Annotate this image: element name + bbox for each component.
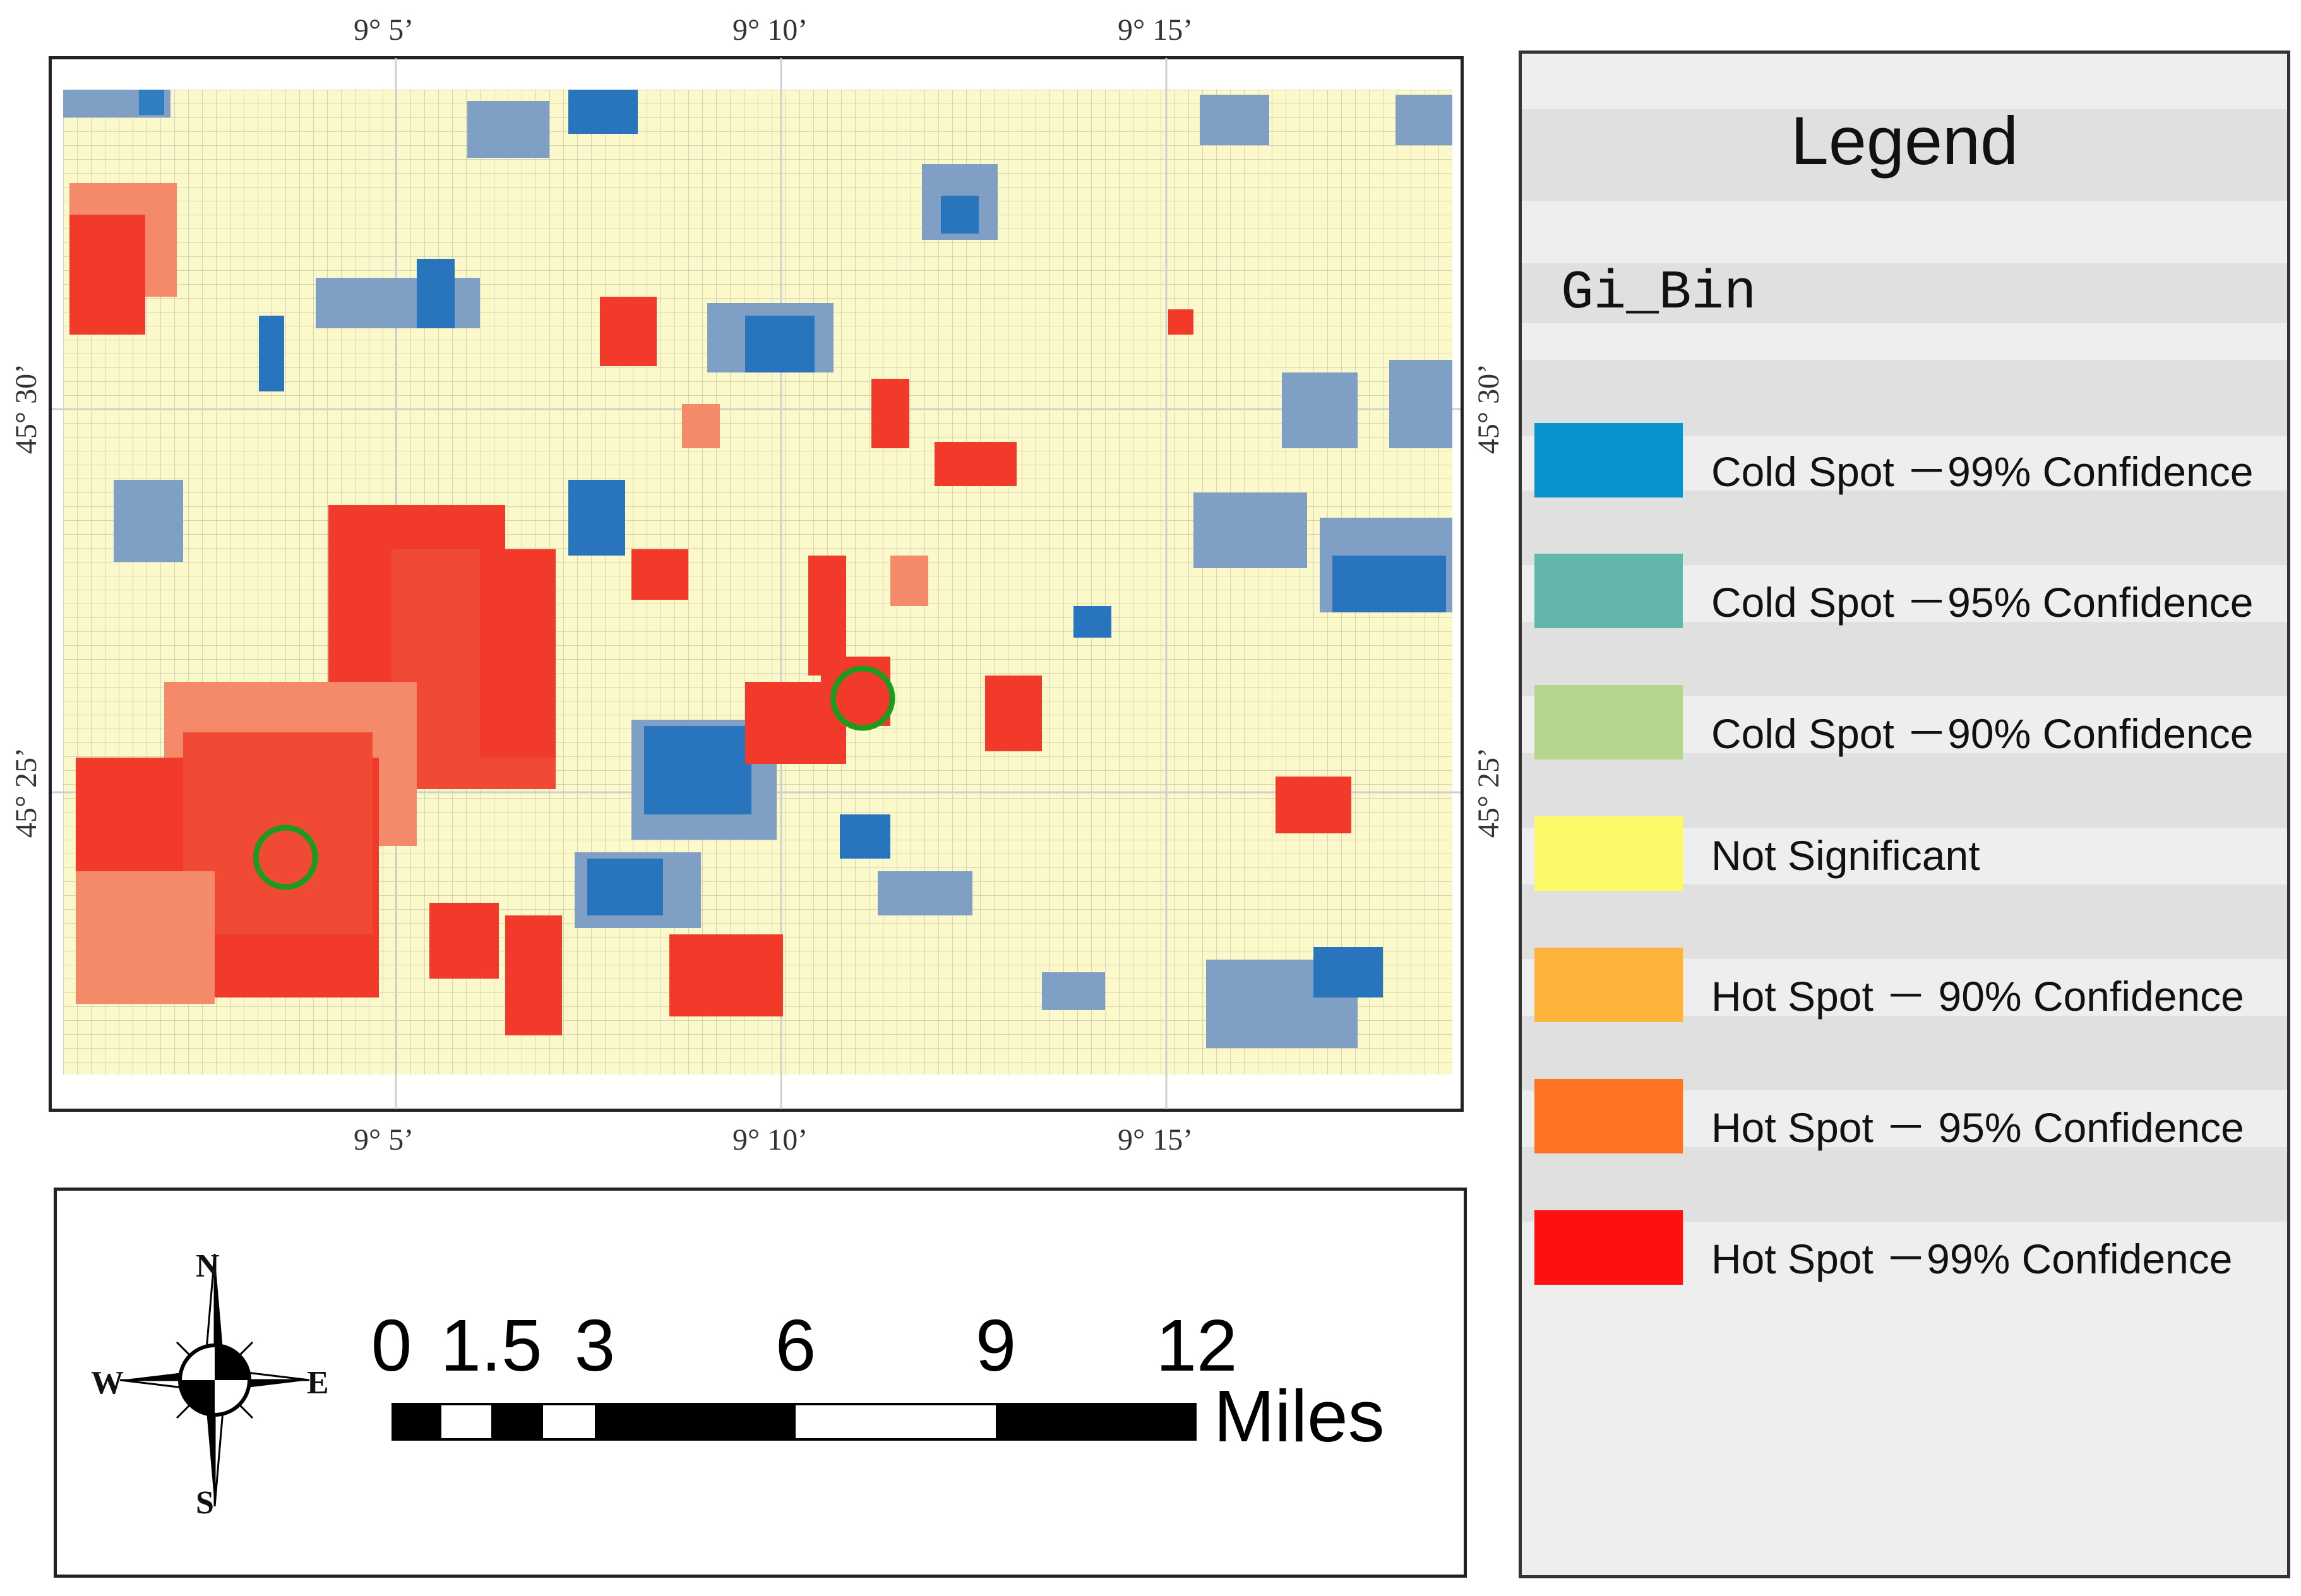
marker-circle-southwest[interactable] xyxy=(253,825,318,890)
top-tick-2: 9° 10’ xyxy=(732,13,808,47)
legend-swatch-not-significant xyxy=(1534,816,1683,891)
legend-band-3 xyxy=(1522,622,2287,696)
scale-unit: Miles xyxy=(1214,1375,1385,1457)
legend-swatch-cold-95 xyxy=(1534,554,1683,628)
legend-label-cold-95: Cold Spot －95% Confidence xyxy=(1711,579,2254,626)
legend-swatch-hot-95 xyxy=(1534,1079,1683,1153)
legend-swatch-hot-99 xyxy=(1534,1210,1683,1285)
legend-label-cold-99: Cold Spot －99% Confidence xyxy=(1711,448,2254,495)
scale-segment-3 xyxy=(491,1403,543,1441)
bottom-tick-2: 9° 10’ xyxy=(732,1123,808,1157)
legend-item-cold-90[interactable]: Cold Spot －90% Confidence xyxy=(1534,685,2280,761)
legend-field-name: Gi_Bin xyxy=(1561,262,1757,324)
right-tick-1: 45° 30’ xyxy=(1472,363,1506,455)
right-tick-2: 45° 25’ xyxy=(1472,747,1506,838)
legend-item-hot-90[interactable]: Hot Spot － 90% Confidence xyxy=(1534,948,2280,1023)
scale-segment-5 xyxy=(595,1403,796,1441)
legend-item-cold-99[interactable]: Cold Spot －99% Confidence xyxy=(1534,423,2280,499)
scale-segment-1 xyxy=(391,1403,441,1441)
legend-swatch-cold-90 xyxy=(1534,685,1683,759)
legend-band-5 xyxy=(1522,884,2287,959)
compass-w: W xyxy=(91,1365,124,1401)
top-tick-1: 9° 5’ xyxy=(354,13,414,47)
cold-spot-regions xyxy=(63,90,1452,1048)
top-tick-3: 9° 15’ xyxy=(1118,13,1193,47)
legend-band-title xyxy=(1522,109,2287,201)
legend-title: Legend xyxy=(1790,102,2019,179)
scale-label-6: 6 xyxy=(775,1304,816,1386)
legend-label-cold-90: Cold Spot －90% Confidence xyxy=(1711,710,2254,757)
legend-band-2 xyxy=(1522,491,2287,565)
legend-label-hot-95: Hot Spot － 95% Confidence xyxy=(1711,1104,2244,1151)
compass-s: S xyxy=(196,1485,214,1521)
scale-label-3: 3 xyxy=(574,1304,616,1386)
legend-item-cold-95[interactable]: Cold Spot －95% Confidence xyxy=(1534,554,2280,629)
legend-band-6 xyxy=(1522,1016,2287,1090)
scale-label-9: 9 xyxy=(975,1304,1017,1386)
bottom-tick-1: 9° 5’ xyxy=(354,1123,414,1157)
bottom-tick-3: 9° 15’ xyxy=(1118,1123,1193,1157)
scale-label-12: 12 xyxy=(1156,1304,1238,1386)
scale-segment-2 xyxy=(441,1403,491,1441)
legend-item-hot-95[interactable]: Hot Spot － 95% Confidence xyxy=(1534,1079,2280,1155)
legend-label-not-significant: Not Significant xyxy=(1711,832,1980,879)
scale-panel: N S W E 0 1.5 3 6 9 12 Miles xyxy=(54,1188,1467,1578)
scale-segment-6 xyxy=(796,1403,996,1441)
legend-swatch-cold-99 xyxy=(1534,423,1683,497)
legend-panel: Legend Gi_Bin Cold Spot －99% Confidence … xyxy=(1519,51,2290,1578)
legend-label-hot-90: Hot Spot － 90% Confidence xyxy=(1711,973,2244,1020)
legend-item-not-significant[interactable]: Not Significant xyxy=(1534,816,2280,892)
legend-band-7 xyxy=(1522,1147,2287,1222)
compass-n: N xyxy=(196,1248,220,1284)
scale-label-1-5: 1.5 xyxy=(440,1304,542,1386)
hot-spot-regions xyxy=(69,183,1351,1035)
compass-e: E xyxy=(307,1365,329,1401)
scale-segment-4 xyxy=(543,1403,595,1441)
legend-label-hot-99: Hot Spot －99% Confidence xyxy=(1711,1236,2233,1282)
scale-label-0: 0 xyxy=(371,1304,412,1386)
legend-band-4 xyxy=(1522,753,2287,828)
scale-segment-7 xyxy=(996,1403,1197,1441)
legend-swatch-hot-90 xyxy=(1534,948,1683,1022)
left-tick-1: 45° 30’ xyxy=(9,363,44,455)
legend-band-field xyxy=(1522,263,2287,323)
left-tick-2: 45° 25’ xyxy=(9,747,44,838)
legend-item-hot-99[interactable]: Hot Spot －99% Confidence xyxy=(1534,1210,2280,1286)
north-arrow-icon xyxy=(119,1253,310,1507)
marker-circle-center[interactable] xyxy=(830,665,895,731)
